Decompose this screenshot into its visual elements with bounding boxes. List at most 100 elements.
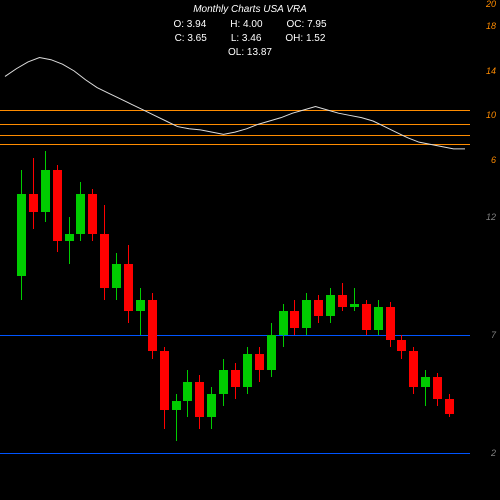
candle-body	[326, 295, 335, 316]
candle-wick	[211, 387, 212, 429]
candle-body	[421, 377, 430, 386]
candle-body	[29, 194, 38, 213]
candle-wick	[128, 245, 129, 323]
candle-wick	[176, 394, 177, 441]
candle-wick	[437, 373, 438, 406]
candle-body	[445, 399, 454, 414]
candle-wick	[33, 158, 34, 229]
candle-wick	[449, 394, 450, 418]
candle-body	[338, 295, 347, 307]
candle-body	[112, 264, 121, 288]
candle-wick	[104, 205, 105, 299]
stat-item: OC: 7.95	[287, 18, 327, 32]
candle-body	[136, 300, 145, 312]
candle-body	[314, 300, 323, 317]
candle-wick	[318, 295, 319, 323]
stat-row-2: C: 3.65L: 3.46OH: 1.52	[161, 32, 338, 46]
candle-body	[243, 354, 252, 387]
lower-axis-label: 7	[491, 330, 496, 340]
candle-wick	[152, 293, 153, 359]
resistance-line	[0, 124, 470, 125]
candle-body	[53, 170, 62, 241]
resistance-line	[0, 144, 470, 145]
candle-body	[124, 264, 133, 311]
candle-body	[267, 335, 276, 370]
candle-body	[41, 170, 50, 212]
candle-body	[409, 351, 418, 386]
candle-body	[374, 307, 383, 331]
candle-body	[397, 340, 406, 352]
candle-body	[219, 370, 228, 394]
candle-wick	[235, 363, 236, 398]
candle-wick	[342, 283, 343, 311]
stat-item: OL: 13.87	[228, 46, 272, 60]
candle-wick	[259, 347, 260, 382]
candle-wick	[92, 189, 93, 241]
candle-body	[17, 194, 26, 277]
candle-body	[433, 377, 442, 398]
lower-axis-label: 12	[486, 212, 496, 222]
support-line	[0, 335, 470, 336]
candle-wick	[354, 288, 355, 312]
upper-axis-label: 18	[486, 21, 496, 31]
candle-body	[172, 401, 181, 410]
candle-wick	[425, 370, 426, 405]
candle-body	[65, 234, 74, 241]
upper-axis-label: 10	[486, 110, 496, 120]
candle-wick	[223, 359, 224, 406]
candle-body	[279, 311, 288, 335]
candle-wick	[294, 300, 295, 335]
candle-body	[350, 304, 359, 306]
candle-wick	[116, 253, 117, 300]
candle-body	[231, 370, 240, 387]
candle-wick	[283, 304, 284, 346]
candle-wick	[413, 347, 414, 394]
candle-wick	[140, 288, 141, 335]
candle-wick	[390, 302, 391, 347]
candle-body	[76, 194, 85, 234]
stat-item: O: 3.94	[173, 18, 206, 32]
candle-body	[195, 382, 204, 417]
candle-body	[100, 234, 109, 288]
upper-axis-label: 14	[486, 66, 496, 76]
stat-item: C: 3.65	[175, 32, 207, 46]
right-axis: 6 10 14 18 20 2 7 12	[470, 0, 500, 500]
support-line	[0, 453, 470, 454]
candle-wick	[401, 335, 402, 359]
lower-axis-label: 2	[491, 448, 496, 458]
candle-wick	[45, 151, 46, 222]
candle-wick	[57, 165, 58, 252]
candle-wick	[271, 323, 272, 377]
candle-wick	[247, 347, 248, 394]
candle-body	[362, 304, 371, 330]
candle-wick	[366, 300, 367, 335]
candle-body	[88, 194, 97, 234]
upper-axis-label: 6	[491, 155, 496, 165]
resistance-line	[0, 110, 470, 111]
candle-body	[386, 307, 395, 340]
candle-wick	[199, 375, 200, 429]
candle-wick	[306, 293, 307, 335]
candle-body	[302, 300, 311, 328]
candle-body	[183, 382, 192, 401]
stat-item: L: 3.46	[231, 32, 262, 46]
candle-wick	[378, 300, 379, 335]
candle-body	[148, 300, 157, 352]
chart-title: Monthly Charts USA VRA	[193, 4, 307, 15]
resistance-line	[0, 135, 470, 136]
upper-axis-label: 20	[486, 0, 496, 9]
chart-area[interactable]	[0, 0, 470, 500]
ohlc-stats: O: 3.94H: 4.00OC: 7.95 C: 3.65L: 3.46OH:…	[161, 18, 338, 60]
stat-row-3: OL: 13.87	[161, 46, 338, 60]
candle-body	[290, 311, 299, 328]
stat-item: H: 4.00	[230, 18, 262, 32]
candle-wick	[80, 182, 81, 241]
candle-wick	[187, 370, 188, 417]
candle-wick	[69, 217, 70, 264]
candle-wick	[164, 347, 165, 430]
candle-body	[207, 394, 216, 418]
candle-body	[160, 351, 169, 410]
candle-body	[255, 354, 264, 371]
candle-wick	[330, 288, 331, 323]
stat-row-1: O: 3.94 H: 4.00 OC: 7.95	[161, 18, 338, 32]
